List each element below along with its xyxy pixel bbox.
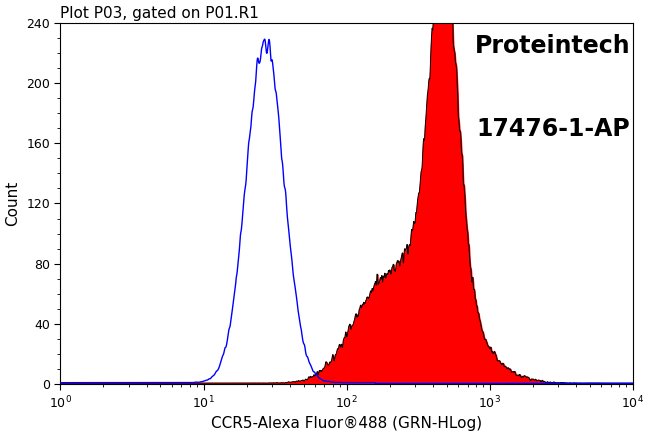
X-axis label: CCR5-Alexa Fluor®488 (GRN-HLog): CCR5-Alexa Fluor®488 (GRN-HLog) (211, 416, 482, 431)
Text: Proteintech: Proteintech (474, 34, 630, 58)
Text: 17476-1-AP: 17476-1-AP (476, 117, 630, 141)
Y-axis label: Count: Count (6, 181, 21, 226)
Text: Plot P03, gated on P01.R1: Plot P03, gated on P01.R1 (60, 6, 259, 21)
